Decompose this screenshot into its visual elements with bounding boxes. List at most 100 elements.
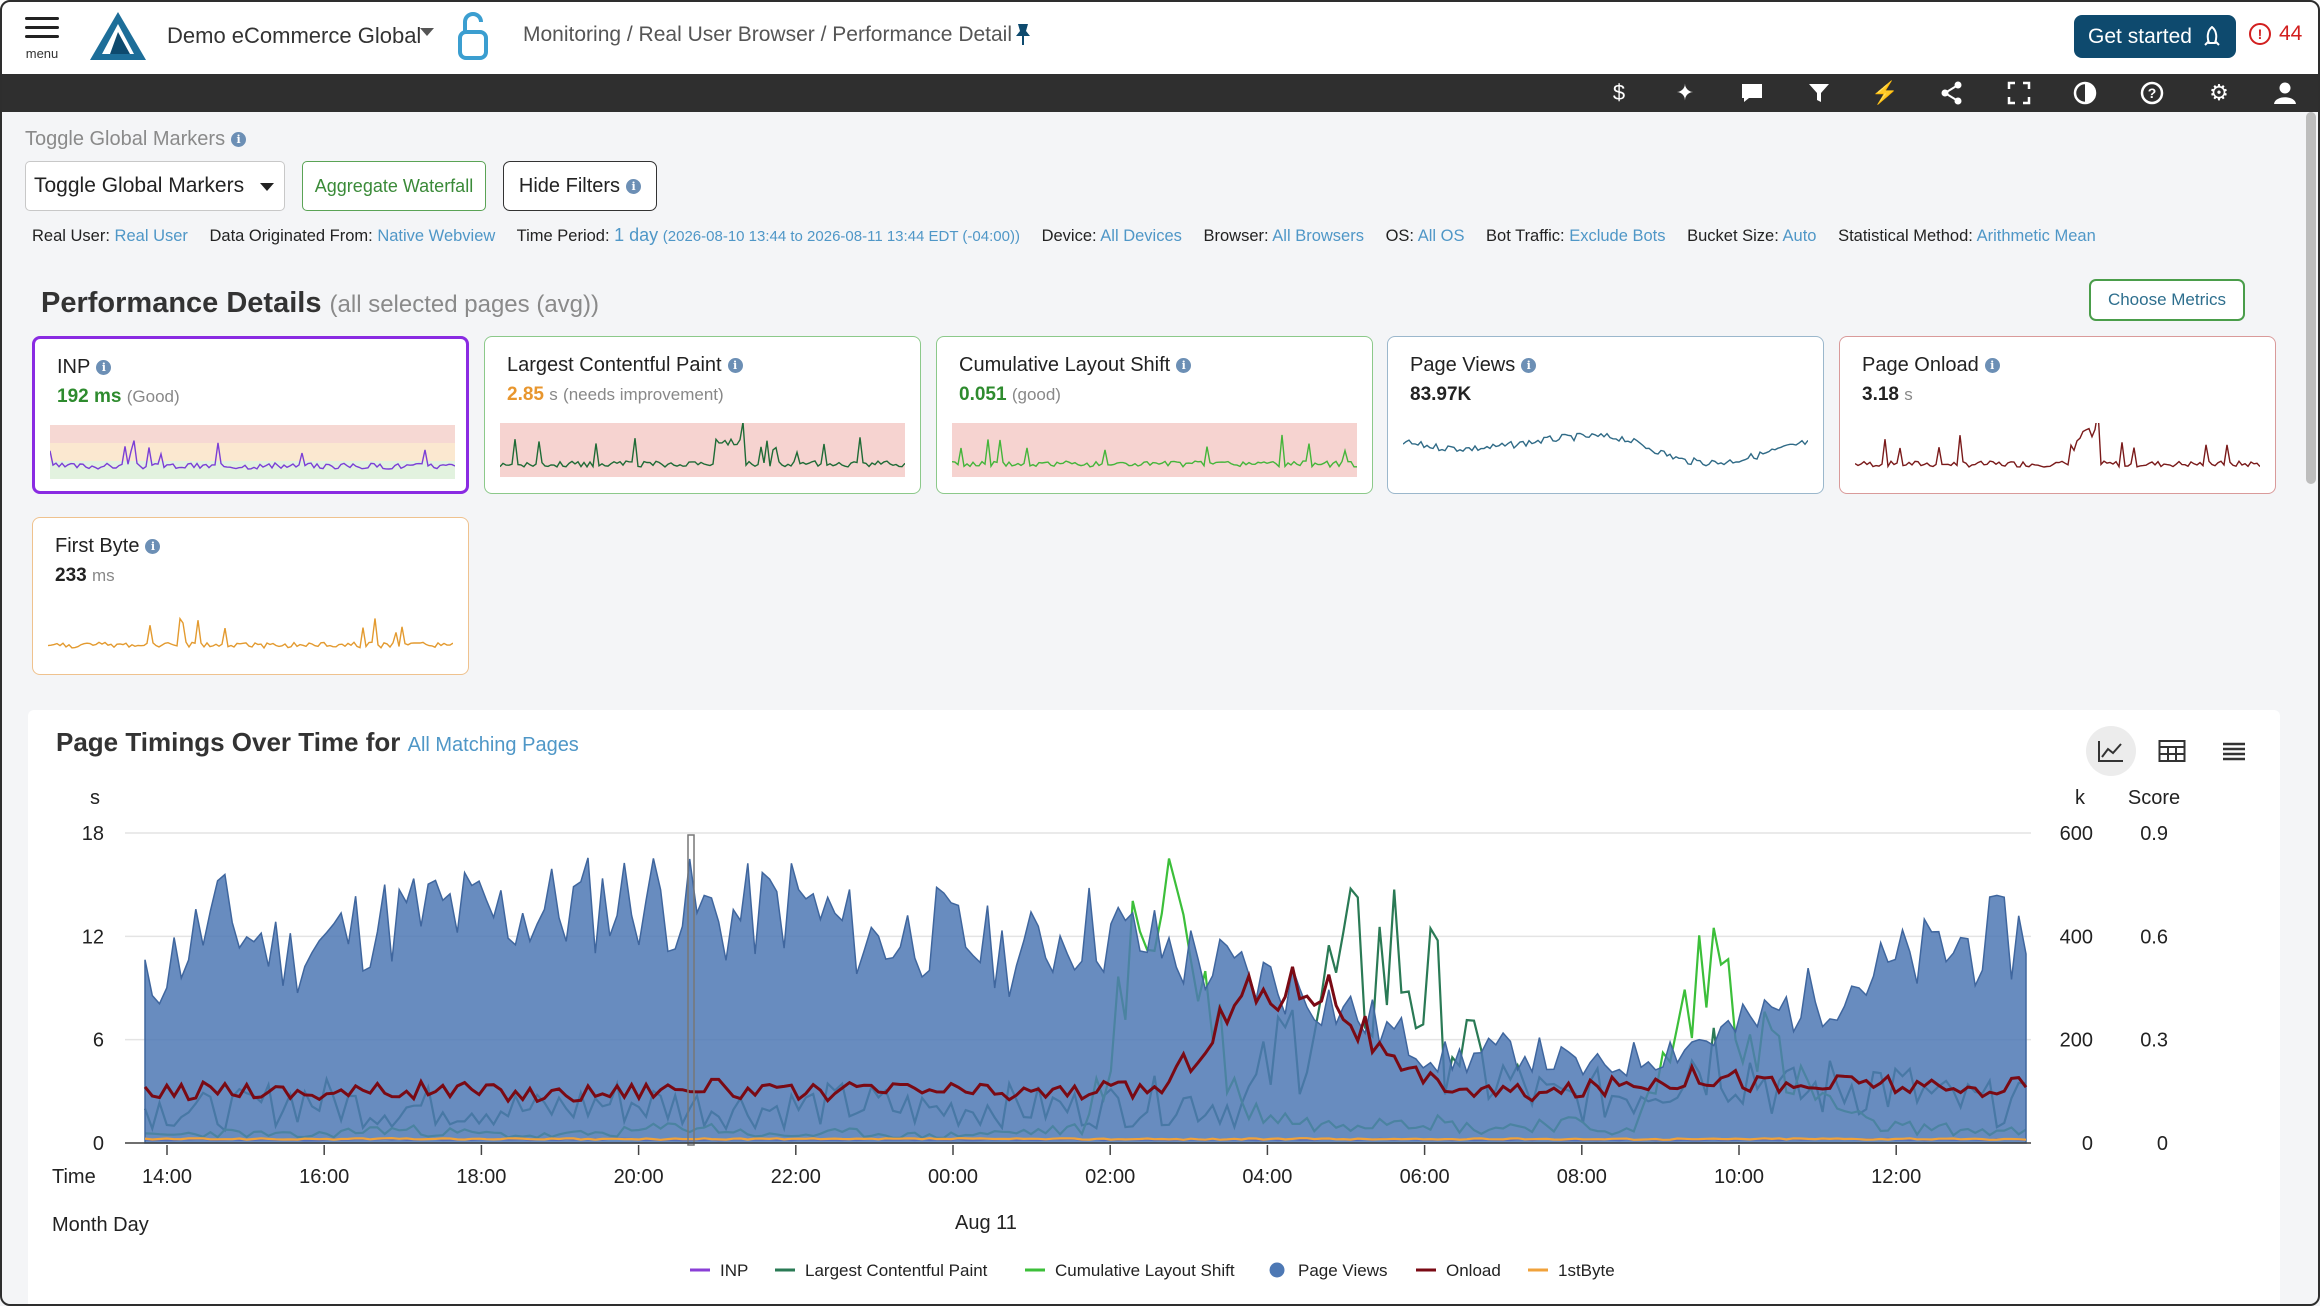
x-tick-label: 18:00	[456, 1166, 506, 1188]
choose-metrics-button[interactable]: Choose Metrics	[2089, 279, 2245, 321]
y2-tick-label: 600	[2060, 823, 2093, 845]
x-tick-label: 14:00	[142, 1166, 192, 1188]
legend-label: Largest Contentful Paint	[805, 1261, 988, 1280]
toggle-markers-value: Toggle Global Markers	[34, 174, 245, 197]
filter-link[interactable]: All OS	[1417, 227, 1465, 245]
metric-card[interactable]: INP i 192 ms (Good)	[32, 336, 469, 494]
filter-time-period: Time Period: 1 day (2026-08-10 13:44 to …	[516, 225, 1020, 245]
lock-icon[interactable]	[456, 10, 490, 62]
metric-card[interactable]: Largest Contentful Paint i 2.85 s (needs …	[484, 336, 921, 494]
filter-link[interactable]: Native Webview	[377, 227, 496, 245]
x-tick-label: 00:00	[928, 1166, 978, 1188]
filter-bucket-size: Bucket Size: Auto	[1687, 227, 1817, 245]
chevron-down-icon	[260, 183, 274, 191]
lightning-icon[interactable]: ⚡	[1871, 80, 1899, 105]
metric-card[interactable]: First Byte i 233 ms	[32, 517, 469, 675]
metric-card[interactable]: Page Onload i 3.18 s	[1839, 336, 2276, 494]
x-tick-label: 22:00	[771, 1166, 821, 1188]
legend-label: 1stByte	[1558, 1261, 1615, 1280]
filter-link[interactable]: 1 day	[614, 225, 659, 245]
x-axis-label: Time	[52, 1166, 96, 1188]
y2-axis-unit: k	[2075, 787, 2086, 809]
info-icon[interactable]: i	[1521, 358, 1537, 373]
filter-summary: Real User: Real User Data Originated Fro…	[32, 225, 2113, 246]
metric-card[interactable]: Cumulative Layout Shift i 0.051 (good)	[936, 336, 1373, 494]
filter-real-user: Real User: Real User	[32, 227, 188, 245]
legend-label: INP	[720, 1261, 748, 1280]
menu-button[interactable]: menu	[22, 14, 62, 66]
info-icon[interactable]: i	[1984, 358, 2000, 373]
filter-link[interactable]: Arithmetic Mean	[1976, 227, 2096, 245]
alert-indicator[interactable]: ! 44	[2249, 22, 2302, 46]
info-icon[interactable]: i	[145, 539, 161, 554]
metric-name: Page Views i	[1410, 354, 1537, 377]
user-icon[interactable]	[2272, 80, 2298, 106]
global-marker	[687, 834, 695, 1146]
info-icon[interactable]: i	[231, 132, 247, 147]
metric-value: 3.18 s	[1862, 384, 1913, 405]
filter-link[interactable]: Real User	[114, 227, 188, 245]
filter-device: Device: All Devices	[1041, 227, 1182, 245]
dollar-icon[interactable]: $	[1612, 80, 1626, 105]
score-tick-label: 0.3	[2140, 1030, 2168, 1052]
sparkline	[1855, 423, 2260, 469]
performance-subtitle: (all selected pages (avg))	[329, 291, 599, 318]
filter-stat-method: Statistical Method: Arithmetic Mean	[1838, 227, 2096, 245]
sparkline	[50, 425, 455, 479]
info-icon[interactable]: i	[727, 358, 743, 373]
score-tick-label: 0.9	[2140, 823, 2168, 845]
time-range-text: (2026-08-10 13:44 to 2026-08-11 13:44 ED…	[662, 228, 1020, 245]
info-icon[interactable]: i	[1176, 358, 1192, 373]
logo-icon[interactable]	[88, 10, 148, 62]
x-tick-label: 08:00	[1557, 1166, 1607, 1188]
sparkle-icon[interactable]: ✦	[1675, 80, 1695, 105]
scrollbar[interactable]	[2306, 112, 2316, 484]
sparkline	[952, 423, 1357, 477]
metric-value: 2.85 s (needs improvement)	[507, 384, 724, 405]
list-menu-icon[interactable]	[2209, 726, 2259, 776]
date-tick-label: Aug 11	[955, 1212, 1017, 1234]
metric-value: 83.97K	[1410, 384, 1472, 405]
legend-label: Cumulative Layout Shift	[1055, 1261, 1235, 1280]
settings-icon[interactable]: ⚙	[2209, 80, 2229, 105]
x-tick-label: 12:00	[1871, 1166, 1921, 1188]
metric-card[interactable]: Page Views i 83.97K	[1387, 336, 1824, 494]
toolbar: $ ✦ ⚡ ? ⚙	[0, 74, 2320, 112]
hide-filters-button[interactable]: Hide Filters i	[503, 161, 657, 211]
contrast-icon[interactable]	[2072, 80, 2098, 106]
filter-link[interactable]: All Browsers	[1272, 227, 1364, 245]
pin-icon[interactable]	[1014, 22, 1032, 46]
rocket-icon	[2204, 25, 2220, 46]
page-timings-chart[interactable]: 0 6 12 18 0 200 400 600 0 0.3 0.6 0.9 s k Score 14:00 16…	[28, 710, 2280, 1306]
metric-name: Page Onload i	[1862, 354, 2000, 377]
line-chart-icon[interactable]	[2086, 726, 2136, 776]
metric-name: INP i	[57, 356, 112, 379]
aggregate-waterfall-button[interactable]: Aggregate Waterfall	[302, 161, 486, 211]
comment-icon[interactable]	[1739, 80, 1765, 106]
org-selector[interactable]: Demo eCommerce Global	[167, 23, 422, 48]
y-tick-label: 18	[82, 823, 104, 845]
series-area-page-views	[144, 857, 2027, 1144]
y2-tick-label: 400	[2060, 926, 2093, 948]
share-icon[interactable]	[1939, 80, 1965, 106]
y-tick-label: 6	[93, 1030, 104, 1052]
score-axis-unit: Score	[2128, 787, 2180, 809]
performance-title: Performance Details (all selected pages …	[41, 287, 599, 319]
get-started-button[interactable]: Get started	[2074, 15, 2236, 58]
y-tick-label: 0	[93, 1133, 104, 1155]
hide-filters-label: Hide Filters	[518, 174, 621, 197]
x2-axis-label: Month Day	[52, 1214, 149, 1236]
help-icon[interactable]: ?	[2139, 80, 2165, 106]
toggle-markers-select[interactable]: Toggle Global Markers	[25, 161, 285, 211]
chevron-down-icon[interactable]	[420, 28, 434, 36]
filter-link[interactable]: All Devices	[1100, 227, 1182, 245]
filter-link[interactable]: Exclude Bots	[1569, 227, 1666, 245]
score-tick-label: 0.6	[2140, 926, 2168, 948]
fullscreen-icon[interactable]	[2006, 80, 2032, 106]
filter-link[interactable]: Auto	[1782, 227, 1817, 245]
filter-icon[interactable]	[1806, 80, 1832, 106]
info-icon[interactable]: i	[96, 360, 112, 375]
matching-pages-link[interactable]: All Matching Pages	[407, 734, 579, 756]
metric-value: 192 ms (Good)	[57, 386, 180, 407]
table-icon[interactable]	[2147, 726, 2197, 776]
